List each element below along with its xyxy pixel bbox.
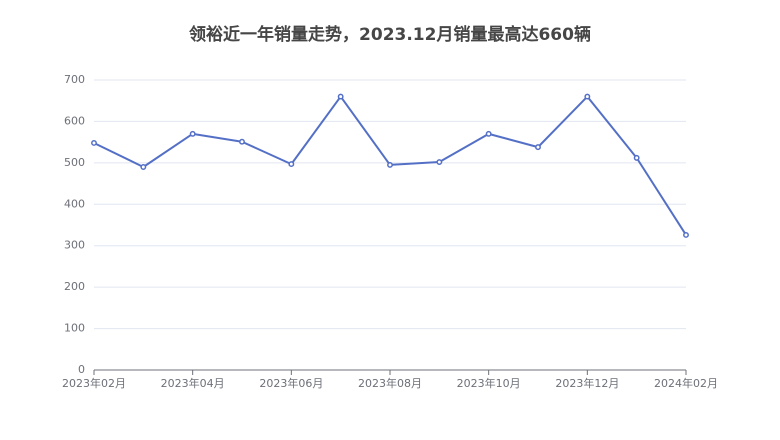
point <box>239 138 245 145</box>
point <box>584 93 591 100</box>
x-tick-label: 2023年10月 <box>457 376 521 390</box>
y-tick-label: 0 <box>78 363 85 376</box>
point <box>387 161 393 168</box>
point <box>485 130 492 137</box>
point <box>189 130 196 137</box>
x-tick-label: 2023年02月 <box>62 376 126 390</box>
y-tick-label: 700 <box>64 73 85 86</box>
x-tick-label: 2023年12月 <box>555 376 619 390</box>
chart-title: 领裕近一年销量走势，2023.12月销量最高达660辆 <box>189 24 591 45</box>
y-tick-label: 500 <box>64 156 85 169</box>
point <box>337 93 344 100</box>
point <box>633 154 640 161</box>
y-tick-label: 600 <box>64 114 85 127</box>
point <box>91 140 97 146</box>
y-tick-label: 400 <box>64 197 85 210</box>
y-tick-label: 100 <box>64 322 85 335</box>
point <box>140 164 147 170</box>
y-tick-label: 300 <box>64 239 85 252</box>
point <box>683 231 689 238</box>
x-tick-label: 2023年06月 <box>259 376 323 390</box>
y-tick-label: 200 <box>64 280 85 293</box>
x-tick-label: 2024年02月 <box>654 376 718 390</box>
x-tick-label: 2023年04月 <box>161 376 225 390</box>
x-tick-label: 2023年08月 <box>358 376 422 390</box>
point <box>535 144 541 151</box>
point <box>436 159 443 165</box>
point <box>288 161 295 168</box>
